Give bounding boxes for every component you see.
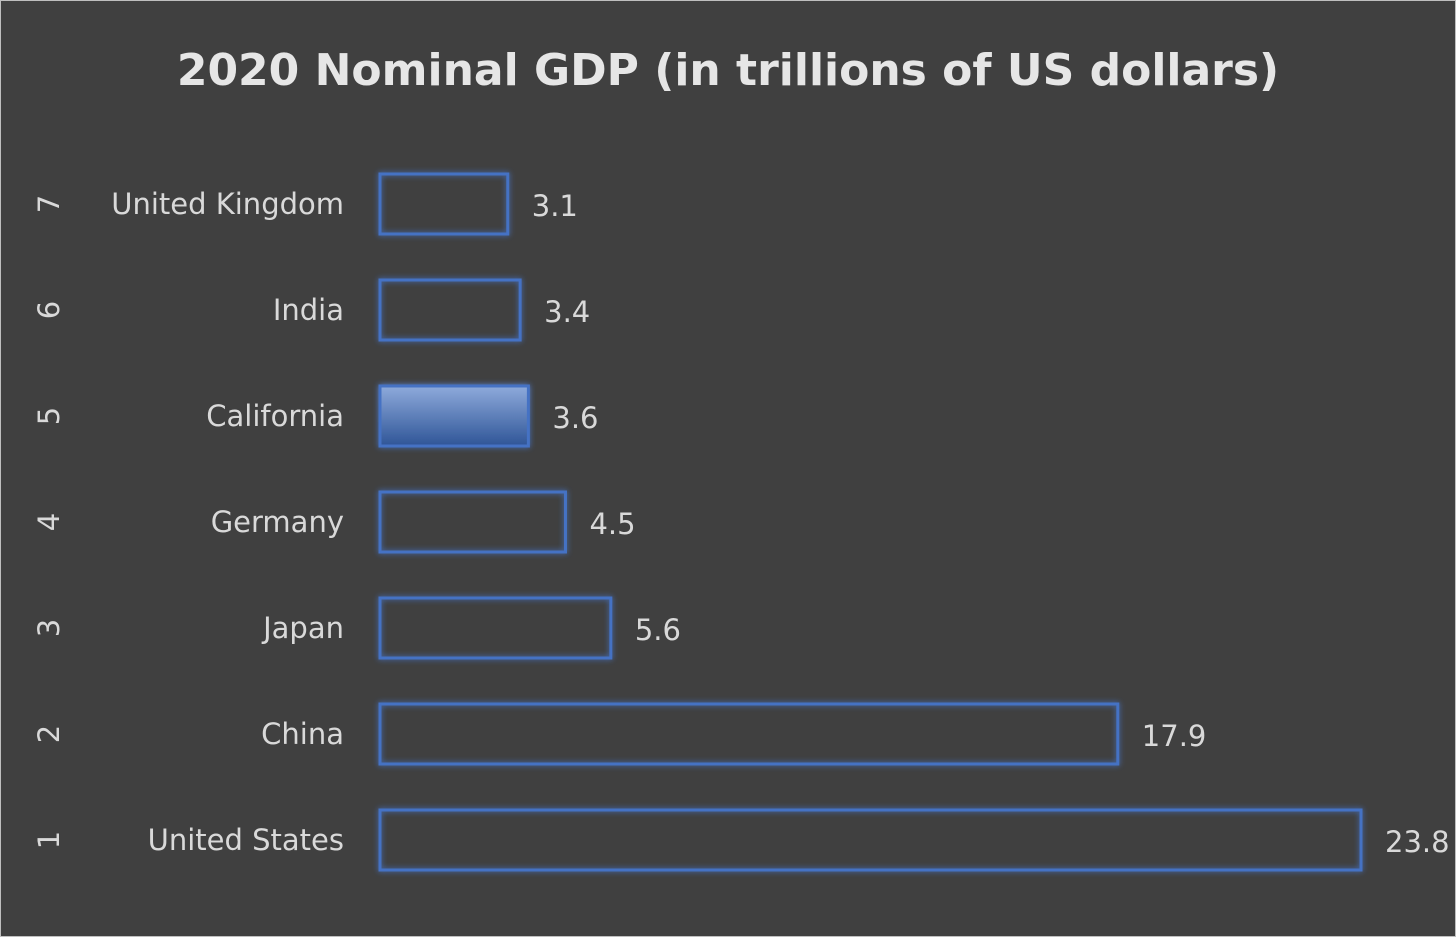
rank-label-japan: 3 (32, 619, 66, 637)
value-label-china: 17.9 (1142, 719, 1207, 753)
chart-title: 2020 Nominal GDP (in trillions of US dol… (177, 45, 1279, 96)
value-label-united-kingdom: 3.1 (532, 189, 578, 223)
category-label-china: China (261, 717, 344, 751)
rank-label-germany: 4 (32, 513, 66, 531)
category-label-india: India (273, 293, 344, 327)
bar-germany (378, 490, 567, 554)
bars-layer: 23.8 United States 1 17.9 China 2 5.6 Japan 3 4.5… (32, 172, 1450, 872)
value-label-california: 3.6 (552, 401, 598, 435)
rank-label-united-states: 1 (32, 831, 66, 849)
value-label-united-states: 23.8 (1385, 825, 1450, 859)
bar-united-states (378, 808, 1363, 872)
category-label-united-kingdom: United Kingdom (111, 187, 344, 221)
value-label-india: 3.4 (544, 295, 590, 329)
bar-japan (378, 596, 613, 660)
rank-label-united-kingdom: 7 (32, 195, 66, 213)
category-label-germany: Germany (211, 505, 344, 539)
rank-label-california: 5 (32, 407, 66, 425)
rank-label-india: 6 (32, 301, 66, 319)
bar-united-kingdom (378, 172, 510, 236)
bar-china (378, 702, 1120, 766)
bar-india (378, 278, 522, 342)
category-label-california: California (206, 399, 344, 433)
category-label-united-states: United States (148, 823, 344, 857)
value-label-germany: 4.5 (589, 507, 635, 541)
value-label-japan: 5.6 (635, 613, 681, 647)
bar-california (378, 384, 530, 448)
category-label-japan: Japan (261, 611, 344, 645)
rank-label-china: 2 (32, 725, 66, 743)
